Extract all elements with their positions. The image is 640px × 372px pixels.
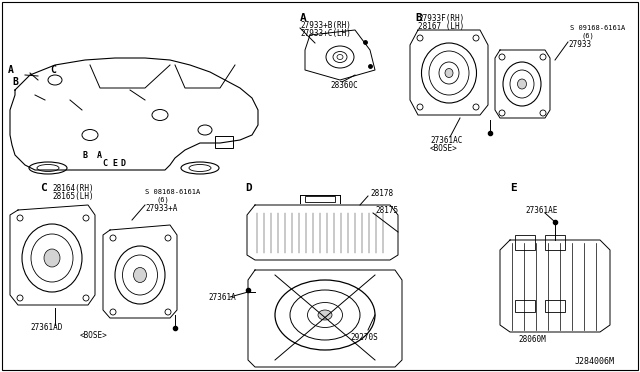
Text: 28360C: 28360C xyxy=(330,80,358,90)
Text: 28175: 28175 xyxy=(375,205,398,215)
Text: 28167 (LH): 28167 (LH) xyxy=(418,22,464,31)
Bar xyxy=(545,235,565,250)
Ellipse shape xyxy=(518,79,527,89)
Ellipse shape xyxy=(44,249,60,267)
Text: 28178: 28178 xyxy=(370,189,393,198)
Text: 28165(LH): 28165(LH) xyxy=(52,192,93,201)
Bar xyxy=(545,300,565,312)
Text: 27933: 27933 xyxy=(568,39,591,48)
Bar xyxy=(515,235,535,250)
Text: 27361A: 27361A xyxy=(208,292,236,301)
Text: E: E xyxy=(112,158,117,167)
Text: 28060M: 28060M xyxy=(518,336,546,344)
Ellipse shape xyxy=(445,68,453,77)
Text: 27933F(RH): 27933F(RH) xyxy=(418,13,464,22)
Ellipse shape xyxy=(318,310,332,320)
Text: S 09168-6161A: S 09168-6161A xyxy=(570,25,625,31)
Text: J284006M: J284006M xyxy=(575,357,615,366)
Text: 27933+B(RH): 27933+B(RH) xyxy=(300,20,351,29)
Text: C: C xyxy=(40,183,47,193)
Text: C: C xyxy=(102,158,107,167)
Text: B: B xyxy=(12,77,18,87)
Text: 27933+C(LH): 27933+C(LH) xyxy=(300,29,351,38)
Text: E: E xyxy=(510,183,516,193)
Text: 27933+A: 27933+A xyxy=(145,203,177,212)
Text: 27361AD: 27361AD xyxy=(30,324,62,333)
Bar xyxy=(305,196,335,202)
Bar xyxy=(215,136,233,148)
Bar xyxy=(515,300,535,312)
Text: C: C xyxy=(50,65,56,75)
Text: (6): (6) xyxy=(582,33,595,39)
Text: 27361AE: 27361AE xyxy=(525,205,557,215)
Text: <BOSE>: <BOSE> xyxy=(80,331,108,340)
Text: <BOSE>: <BOSE> xyxy=(430,144,458,153)
Text: B: B xyxy=(415,13,422,23)
Text: 27361AC: 27361AC xyxy=(430,135,462,144)
Text: D: D xyxy=(120,158,125,167)
Text: A: A xyxy=(8,65,14,75)
Text: S 08168-6161A: S 08168-6161A xyxy=(145,189,200,195)
Text: D: D xyxy=(245,183,252,193)
Ellipse shape xyxy=(134,267,147,282)
Text: B: B xyxy=(82,151,87,160)
Text: (6): (6) xyxy=(157,197,170,203)
Text: A: A xyxy=(97,151,102,160)
Text: 29270S: 29270S xyxy=(350,334,378,343)
Text: 28164(RH): 28164(RH) xyxy=(52,183,93,192)
Text: A: A xyxy=(300,13,307,23)
